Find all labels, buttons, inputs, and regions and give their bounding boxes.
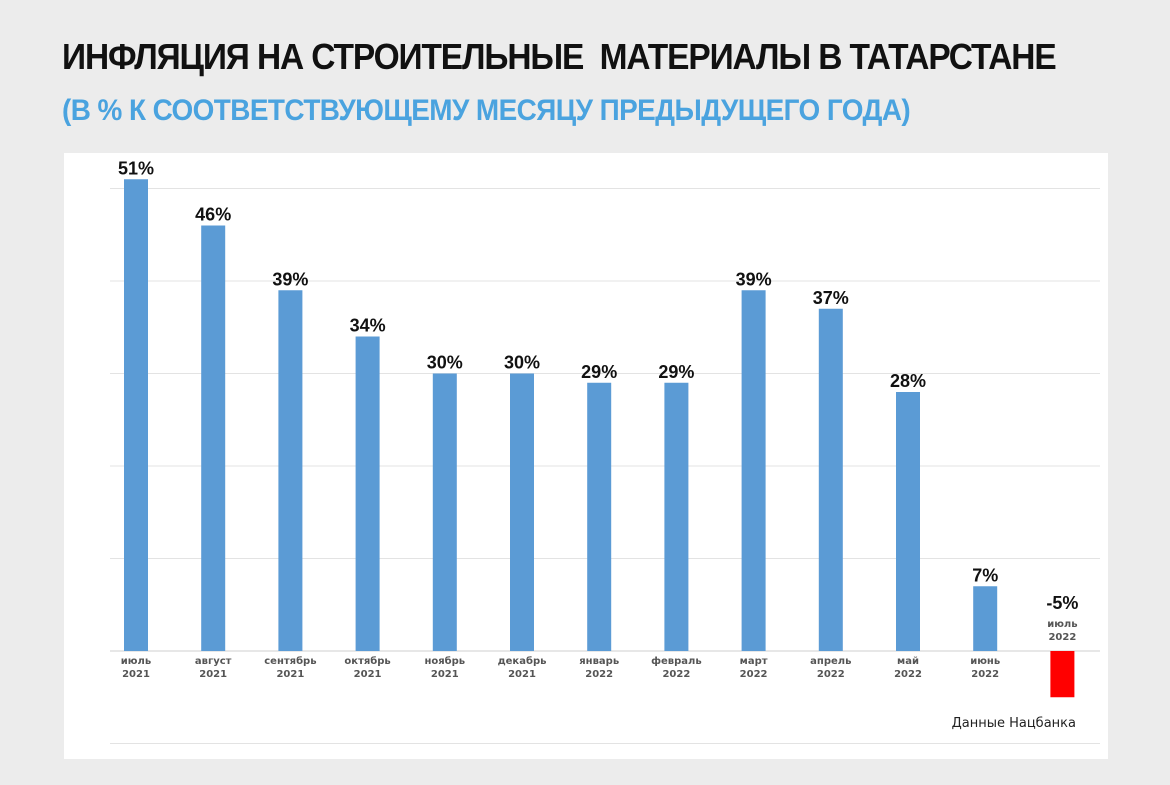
chart-subtitle: (В % К СООТВЕТСТВУЮЩЕМУ МЕСЯЦУ ПРЕДЫДУЩЕ… [62, 94, 911, 127]
x-tick-labels: июль 2021 август 2021 сентябрь 2021 октябрь 202… [121, 619, 1078, 680]
tick-month-12: июль [1047, 619, 1077, 630]
tick-month-6: январь [579, 656, 619, 667]
tick-year-1: 2021 [199, 669, 227, 680]
value-label-8: 39% [736, 269, 772, 289]
chart-title: ИНФЛЯЦИЯ НА СТРОИТЕЛЬНЫЕ МАТЕРИАЛЫ В ТАТ… [62, 36, 1057, 77]
tick-month-7: февраль [651, 655, 702, 667]
source-note: Данные Нацбанка [951, 716, 1076, 731]
value-label-3: 34% [350, 316, 386, 336]
tick-month-5: декабрь [498, 655, 547, 667]
tick-month-2: сентябрь [264, 655, 316, 667]
value-label-7: 29% [658, 362, 694, 382]
tick-year-10: 2022 [894, 669, 922, 680]
bar-8 [741, 290, 766, 651]
tick-year-3: 2021 [354, 669, 382, 680]
value-label-2: 39% [272, 269, 308, 289]
tick-year-11: 2022 [971, 669, 999, 680]
bar-3 [355, 336, 380, 651]
value-label-4: 30% [427, 353, 463, 373]
bar-1 [201, 225, 226, 651]
tick-month-8: март [740, 656, 768, 667]
value-label-0: 51% [118, 158, 154, 178]
value-label-12: -5% [1046, 593, 1078, 613]
bar-5 [510, 373, 534, 651]
value-label-5: 30% [504, 353, 540, 373]
tick-year-8: 2022 [740, 669, 768, 680]
value-label-11: 7% [972, 565, 998, 585]
bars [124, 179, 1075, 698]
bar-7 [664, 382, 689, 651]
tick-year-9: 2022 [817, 669, 845, 680]
tick-year-5: 2021 [508, 669, 536, 680]
tick-month-0: июль [121, 656, 151, 667]
tick-year-4: 2021 [431, 669, 459, 680]
tick-year-7: 2022 [662, 669, 690, 680]
value-label-6: 29% [581, 362, 617, 382]
tick-month-4: ноябрь [424, 655, 465, 667]
tick-year-12: 2022 [1048, 632, 1076, 643]
tick-month-10: май [897, 656, 919, 667]
bar-2 [278, 290, 303, 651]
bar-chart: 51% 46% 39% 34% 30% 30% 29% 29% 39% 37% 28% 7% -5% и… [110, 158, 1100, 744]
tick-month-9: апрель [810, 656, 851, 667]
tick-month-3: октябрь [344, 655, 390, 667]
bar-12 [1050, 651, 1075, 698]
value-label-10: 28% [890, 371, 926, 391]
tick-year-0: 2021 [122, 669, 150, 680]
value-label-1: 46% [195, 205, 231, 225]
tick-year-2: 2021 [276, 669, 304, 680]
bar-11 [973, 586, 998, 651]
bar-10 [896, 392, 920, 651]
bar-0 [124, 179, 148, 651]
tick-month-11: июнь [970, 656, 1000, 667]
bar-6 [587, 382, 612, 651]
value-label-9: 37% [813, 288, 849, 308]
tick-month-1: август [195, 656, 232, 667]
bar-4 [432, 373, 457, 651]
value-labels: 51% 46% 39% 34% 30% 30% 29% 29% 39% 37% 28% 7% -5% [118, 158, 1078, 613]
bar-9 [818, 308, 843, 651]
chart-panel: 51% 46% 39% 34% 30% 30% 29% 29% 39% 37% 28% 7% -5% и… [64, 153, 1108, 759]
tick-year-6: 2022 [585, 669, 613, 680]
